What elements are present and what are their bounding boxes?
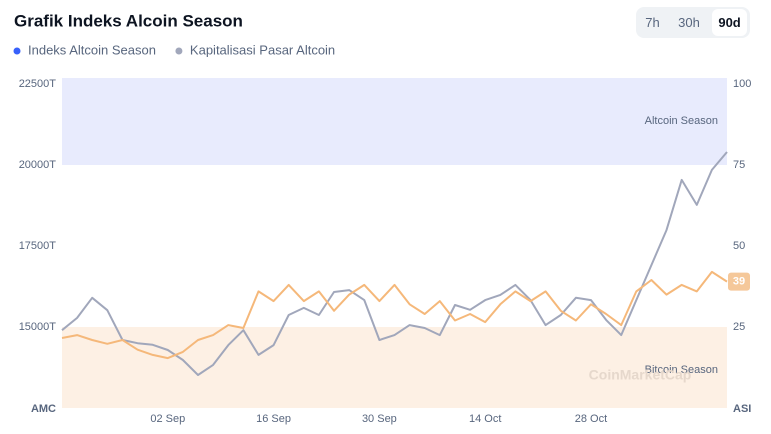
y2-tick-label: 100 <box>733 78 751 90</box>
chart-title: Grafik Indeks Alcoin Season <box>14 11 243 30</box>
last-value-label: 39 <box>733 276 745 288</box>
y-tick-label: 22500T <box>19 78 57 90</box>
season-band <box>62 327 727 408</box>
y-tick-label: 15000T <box>19 321 57 333</box>
y-tick-label: 17500T <box>19 240 57 252</box>
legend-label: Kapitalisasi Pasar Altcoin <box>190 42 335 57</box>
band-label: Bitcoin Season <box>645 364 718 376</box>
season-band <box>62 78 727 165</box>
x-tick-label: 28 Oct <box>575 413 607 425</box>
legend-dot <box>13 47 21 55</box>
series-line <box>61 270 728 360</box>
y2-tick-label: 75 <box>733 159 745 171</box>
range-tabs: 7h 30h 90d <box>636 7 750 38</box>
x-tick-label: 14 Oct <box>469 413 501 425</box>
range-tab[interactable]: 90d <box>712 9 747 36</box>
x-tick-label: 16 Sep <box>256 413 291 425</box>
x-tick-label: 02 Sep <box>150 413 185 425</box>
last-value-badge <box>728 272 750 291</box>
y2-tick-label: 25 <box>733 321 745 333</box>
range-tab[interactable]: 7h <box>645 15 660 30</box>
x-tick-label: 30 Sep <box>362 413 397 425</box>
y-axis-label: AMC <box>31 403 56 415</box>
y-tick-label: 20000T <box>19 159 57 171</box>
band-label: Altcoin Season <box>645 115 718 127</box>
series-line <box>61 151 728 376</box>
watermark: CoinMarketCap <box>589 367 692 383</box>
legend-label: Indeks Altcoin Season <box>28 42 156 57</box>
range-tab[interactable]: 30h <box>678 15 700 30</box>
y2-axis-label: ASI <box>733 403 751 415</box>
y2-tick-label: 50 <box>733 240 745 252</box>
legend-dot <box>175 47 183 55</box>
